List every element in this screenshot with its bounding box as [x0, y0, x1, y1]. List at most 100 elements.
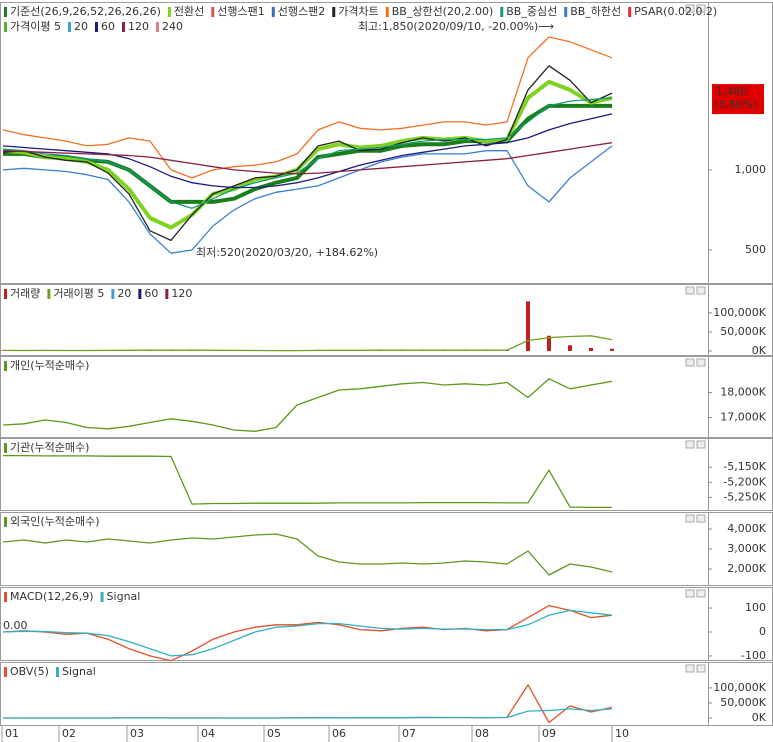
legend-swatch	[47, 289, 51, 299]
change-label: (3.86%)	[714, 98, 758, 111]
panel-button	[696, 514, 706, 523]
y-tick-label: 18,000K	[720, 386, 766, 399]
series-line	[2, 533, 613, 576]
series-layer	[3, 454, 612, 509]
panel-button	[696, 286, 706, 295]
series-line	[2, 145, 613, 254]
series-line	[3, 454, 612, 509]
panel-button	[685, 4, 695, 13]
legend-swatch	[4, 361, 7, 371]
x-tick-label: 07	[402, 727, 416, 740]
legend-swatch	[100, 592, 104, 602]
legend-swatch	[4, 592, 7, 602]
legend-swatch	[332, 7, 336, 17]
legend-label: 전환선	[174, 5, 204, 18]
legend-label: 기관(누적순매수)	[10, 441, 89, 454]
legend-swatch	[4, 289, 7, 299]
y-tick-label: 50,000K	[720, 696, 766, 709]
legend-label: 기준선(26,9,26,52,26,26,26)	[10, 5, 161, 18]
x-tick-label: 03	[130, 727, 144, 740]
legend-swatch	[500, 7, 504, 17]
series-layer	[1, 301, 614, 352]
volume-bar	[568, 345, 572, 351]
legend-label: PSAR(0.02,0.2)	[634, 5, 717, 18]
series-line	[3, 684, 613, 724]
series-line	[2, 335, 613, 352]
legend-swatch	[155, 22, 159, 32]
volume-bar	[589, 347, 593, 351]
series-line	[2, 604, 613, 662]
legend-swatch	[138, 289, 142, 299]
legend-label: BB_중심선	[506, 5, 557, 18]
y-tick-label: 500	[745, 243, 766, 256]
y-tick-label: 100,000K	[713, 306, 766, 319]
legend-swatch	[67, 22, 71, 32]
annotation: 0.00	[3, 619, 28, 632]
legend-swatch	[165, 289, 169, 299]
series-line	[2, 65, 613, 242]
annotation: 최고:1,850(2020/09/10, -20.00%)⟶	[358, 20, 554, 33]
series-layer	[2, 36, 613, 254]
series-layer	[2, 604, 613, 662]
legend-label: BB_하한선	[570, 4, 621, 18]
series-line	[2, 113, 613, 189]
panel-frame	[0, 438, 773, 511]
legend-label: Signal	[62, 665, 96, 678]
y-tick-label: 0K	[752, 711, 767, 724]
legend-label: 거래량	[10, 287, 40, 300]
legend-swatch	[211, 7, 215, 17]
panel-button	[696, 358, 706, 367]
x-tick-label: 09	[542, 727, 556, 740]
panel-button	[685, 664, 695, 673]
legend-label: 선행스팬1	[217, 5, 264, 18]
series-line	[3, 708, 613, 719]
panel-frame	[0, 512, 773, 586]
y-tick-label: 4,000K	[727, 522, 766, 535]
volume-bar	[526, 301, 530, 351]
y-tick-label: 100,000K	[713, 681, 766, 694]
panel-button	[685, 440, 695, 449]
panel-button	[696, 440, 706, 449]
y-tick-label: 1,000	[735, 163, 767, 176]
legend-label: 가격차트	[338, 5, 378, 18]
legend-label: 240	[162, 20, 183, 33]
legend-label: OBV(5)	[10, 665, 49, 678]
legend-label: Signal	[107, 590, 141, 603]
x-tick-label: 01	[5, 727, 19, 740]
legend-swatch	[271, 7, 275, 17]
panel-button	[685, 514, 695, 523]
volume-bar	[547, 335, 551, 351]
y-tick-label: 0	[759, 625, 766, 638]
legend-label: 60	[101, 20, 115, 33]
legend-label: 개인(누적순매수)	[10, 359, 89, 372]
panel-frame	[0, 356, 773, 438]
panel-button	[696, 664, 706, 673]
volume-bar	[610, 348, 614, 351]
legend-label: 외국인(누적순매수)	[10, 515, 100, 528]
legend-swatch	[94, 22, 98, 32]
y-tick-label: -5,250K	[723, 490, 766, 503]
series-layer	[2, 533, 613, 576]
legend-swatch	[4, 443, 7, 453]
x-tick-label: 04	[201, 727, 215, 740]
legend-label: 20	[117, 287, 131, 300]
panel-button	[685, 358, 695, 367]
price-badge	[712, 84, 764, 115]
legend-swatch	[55, 667, 59, 677]
x-tick-label: 08	[475, 727, 489, 740]
x-tick-label: 05	[267, 727, 281, 740]
series-line	[2, 609, 613, 657]
panel-button	[696, 4, 706, 13]
legend-swatch	[4, 22, 7, 32]
legend-swatch	[4, 7, 7, 17]
panel-button	[685, 286, 695, 295]
panel-button	[685, 589, 695, 598]
legend-swatch	[628, 7, 632, 17]
x-tick-label: 06	[332, 727, 346, 740]
series-layer	[2, 378, 613, 432]
series-layer	[3, 684, 613, 724]
legend-swatch	[121, 22, 125, 32]
y-tick-label: 3,000K	[727, 542, 766, 555]
price-label: 1,480	[716, 85, 748, 98]
